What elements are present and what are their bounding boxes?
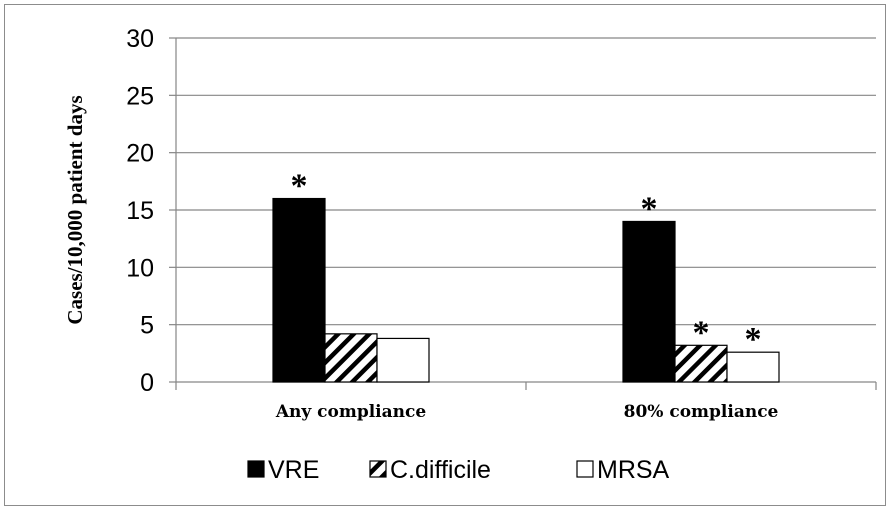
y-tick-label: 20	[126, 140, 154, 168]
y-tick-label: 15	[126, 197, 154, 225]
y-axis-label: Cases/10,000 patient days	[63, 95, 87, 324]
significance-star: *	[745, 321, 762, 358]
legend-swatch-vre	[247, 460, 265, 478]
bar-mrsa-1	[376, 337, 430, 383]
bars	[272, 197, 780, 383]
y-tick-label: 25	[126, 82, 154, 110]
y-tick-label: 10	[126, 254, 154, 282]
bar-mrsa-2	[726, 351, 780, 383]
y-tick-label: 30	[126, 25, 154, 53]
y-tick-labels: 0 5 10 15 20 25 30	[126, 25, 154, 397]
chart-frame	[4, 4, 886, 506]
bar-c-difficile-1	[324, 333, 378, 383]
bar-vre-2	[622, 220, 676, 383]
category-labels: Any compliance 80% compliance	[275, 402, 779, 422]
bar-c-difficile-2	[674, 344, 728, 383]
x-category-label: 80% compliance	[624, 402, 779, 422]
significance-star: *	[641, 190, 658, 227]
legend-swatch-c-difficile	[369, 460, 387, 478]
legend-swatch-mrsa	[576, 460, 594, 478]
legend-label: MRSA	[597, 456, 670, 484]
legend-label: C.difficile	[390, 456, 491, 484]
significance-star: *	[693, 314, 710, 351]
significance-markers: * * * *	[291, 168, 762, 359]
x-category-label: Any compliance	[275, 402, 427, 422]
legend-label: VRE	[268, 456, 319, 484]
legend: VRE C.difficile MRSA	[247, 456, 670, 484]
y-tick-label: 0	[140, 369, 154, 397]
significance-star: *	[291, 168, 308, 205]
bar-vre-1	[272, 197, 326, 383]
y-tick-label: 5	[140, 312, 154, 340]
